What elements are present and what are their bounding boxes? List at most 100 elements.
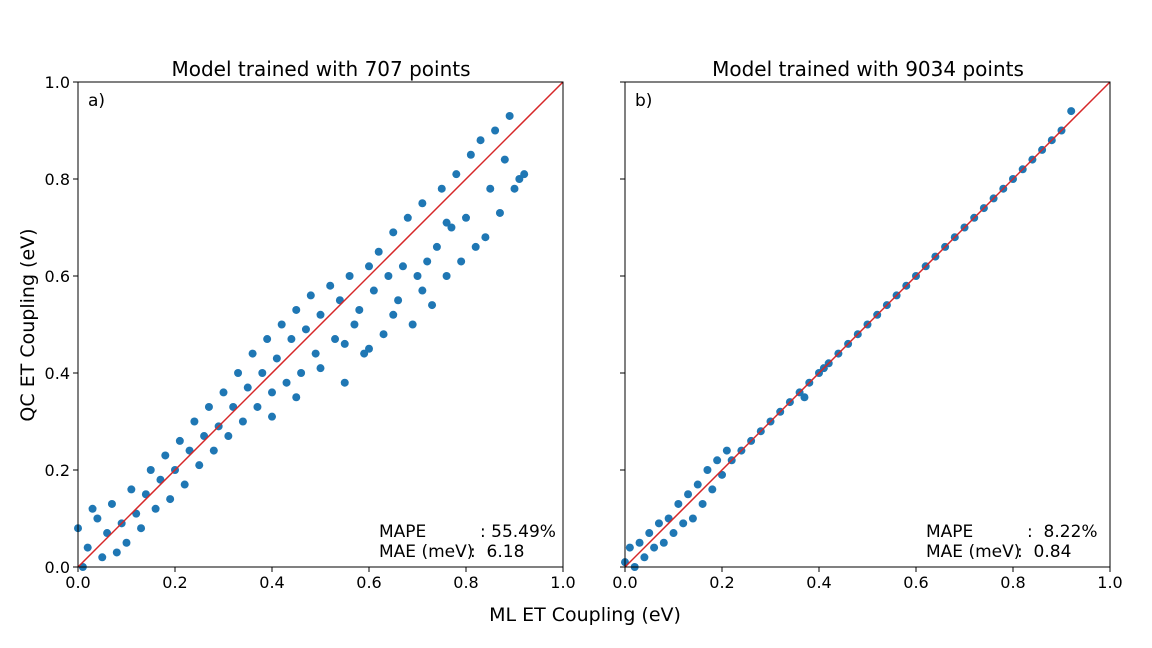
scatter-point: [234, 369, 243, 377]
scatter-point: [204, 402, 213, 411]
scatter-point: [83, 543, 92, 552]
panel-b-mape-value: : 8.22%: [1027, 522, 1098, 542]
scatter-point: [151, 504, 160, 513]
scatter-point: [476, 136, 485, 145]
scatter-point: [369, 286, 378, 295]
scatter-point: [146, 466, 155, 474]
scatter-point: [423, 257, 432, 266]
scatter-point: [418, 199, 427, 208]
scatter-point: [93, 514, 102, 523]
scatter-point: [88, 504, 97, 513]
x-tick-label: 1.0: [1097, 573, 1122, 592]
scatter-point: [452, 170, 461, 179]
scatter-point: [190, 417, 199, 426]
y-tick-label: 0.6: [45, 267, 70, 286]
scatter-point: [403, 213, 412, 222]
scatter-point: [442, 272, 451, 280]
scatter-point: [645, 529, 654, 538]
scatter-point: [437, 184, 446, 193]
scatter-point: [640, 553, 649, 562]
scatter-point: [471, 242, 480, 251]
x-tick-label: 0.4: [259, 573, 284, 592]
panel-b: Model trained with 9034 points 0.0 0.2 0.4…: [612, 57, 1122, 592]
panel-a-mae-value: : 6.18: [470, 542, 524, 562]
scatter-point: [684, 490, 693, 499]
panel-b-mae-label: MAE (meV): [926, 542, 1020, 562]
scatter-point: [209, 446, 218, 455]
panel-b-frame: [624, 81, 1111, 568]
panel-b-title: Model trained with 9034 points: [712, 57, 1024, 81]
scatter-point: [442, 218, 451, 227]
scatter-point: [316, 364, 325, 373]
scatter-point: [481, 233, 490, 242]
scatter-point: [698, 499, 707, 508]
scatter-point: [127, 485, 136, 494]
x-tick-label: 0.6: [903, 573, 928, 592]
scatter-point: [365, 262, 373, 271]
scatter-point: [263, 335, 272, 344]
scatter-point: [311, 349, 320, 358]
y-axis-label: QC ET Coupling (eV): [17, 228, 39, 421]
scatter-point: [688, 514, 697, 523]
y-tick-label: 1.0: [45, 73, 70, 92]
scatter-point: [243, 383, 252, 392]
scatter-point: [635, 538, 644, 547]
x-tick-label: 0.2: [709, 573, 734, 592]
scatter-point: [500, 155, 509, 164]
y-tick-label: 0.0: [45, 558, 70, 577]
scatter-point: [272, 354, 281, 363]
scatter-point: [486, 184, 495, 193]
scatter-point: [180, 480, 189, 489]
scatter-point: [98, 553, 107, 562]
panel-b-mae-value: : 0.84: [1017, 542, 1071, 562]
scatter-point: [350, 320, 359, 329]
scatter-point: [340, 378, 349, 387]
scatter-point: [462, 213, 470, 222]
panel-a-mape-label: MAPE: [379, 522, 475, 542]
scatter-point: [389, 310, 398, 319]
scatter-point: [292, 305, 301, 314]
scatter-point: [1067, 107, 1076, 116]
panel-a: Model trained with 707 points 0.0 0.2 0.4 0…: [45, 57, 576, 592]
scatter-point: [258, 369, 267, 377]
x-tick-label: 1.0: [550, 573, 575, 592]
scatter-point: [708, 485, 717, 494]
scatter-point: [515, 175, 524, 183]
scatter-point: [703, 466, 712, 474]
scatter-point: [175, 436, 184, 445]
scatter-point: [282, 378, 291, 387]
scatter-point: [713, 456, 722, 465]
panel-b-ticks: 0.0 0.2 0.4 0.6 0.8 1.0: [612, 81, 1123, 592]
panel-a-mape-value: : 55.49%: [480, 522, 556, 542]
scatter-point: [166, 495, 175, 504]
scatter-point: [287, 335, 296, 344]
scatter-point: [379, 330, 388, 339]
scatter-point: [306, 291, 315, 300]
scatter-point: [268, 412, 276, 421]
scatter-point: [418, 286, 427, 295]
scatter-point: [355, 305, 364, 314]
scatter-point: [374, 247, 383, 256]
scatter-point: [674, 499, 683, 508]
scatter-point: [650, 543, 659, 552]
scatter-point: [495, 208, 504, 217]
scatter-point: [297, 369, 306, 377]
scatter-point: [301, 325, 310, 334]
x-tick-label: 0.6: [356, 573, 381, 592]
scatter-point: [432, 242, 441, 251]
x-tick-label: 0.0: [612, 573, 637, 592]
scatter-point: [365, 344, 373, 353]
scatter-point: [466, 150, 475, 159]
scatter-point: [389, 228, 398, 237]
panel-a-mae-label: MAE (meV): [379, 542, 473, 562]
scatter-point: [520, 170, 529, 179]
scatter-point: [360, 349, 369, 358]
scatter-point: [122, 538, 131, 547]
panel-b-label: b): [635, 91, 652, 111]
panel-a-diagonal-line: [77, 81, 564, 568]
scatter-point: [505, 111, 514, 120]
scatter-point: [137, 524, 146, 533]
scatter-point: [268, 388, 276, 397]
panel-a-title: Model trained with 707 points: [171, 57, 470, 81]
